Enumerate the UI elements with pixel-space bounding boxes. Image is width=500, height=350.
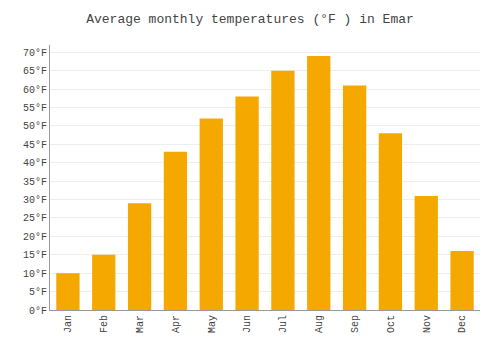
svg-text:Nov: Nov [422, 315, 433, 333]
svg-text:35°F: 35°F [23, 177, 47, 188]
svg-text:Feb: Feb [99, 315, 110, 333]
svg-text:55°F: 55°F [23, 103, 47, 114]
svg-text:Oct: Oct [386, 315, 397, 333]
svg-text:45°F: 45°F [23, 140, 47, 151]
svg-text:60°F: 60°F [23, 85, 47, 96]
svg-text:50°F: 50°F [23, 121, 47, 132]
svg-text:Dec: Dec [457, 315, 468, 333]
svg-text:Apr: Apr [171, 315, 182, 333]
svg-text:40°F: 40°F [23, 158, 47, 169]
svg-text:Jan: Jan [63, 315, 74, 333]
svg-text:20°F: 20°F [23, 232, 47, 243]
svg-text:15°F: 15°F [23, 250, 47, 261]
svg-text:70°F: 70°F [23, 48, 47, 59]
svg-text:Jul: Jul [278, 315, 289, 333]
svg-text:Average monthly temperatures (: Average monthly temperatures (°F ) in Em… [86, 12, 414, 27]
svg-text:Aug: Aug [314, 315, 325, 333]
svg-text:Mar: Mar [135, 315, 146, 333]
svg-text:Sep: Sep [350, 315, 361, 333]
svg-text:5°F: 5°F [29, 287, 47, 298]
svg-text:0°F: 0°F [29, 306, 47, 317]
svg-text:10°F: 10°F [23, 269, 47, 280]
svg-text:May: May [207, 315, 218, 333]
svg-text:Jun: Jun [242, 315, 253, 333]
svg-text:65°F: 65°F [23, 66, 47, 77]
svg-text:30°F: 30°F [23, 195, 47, 206]
svg-text:25°F: 25°F [23, 213, 47, 224]
